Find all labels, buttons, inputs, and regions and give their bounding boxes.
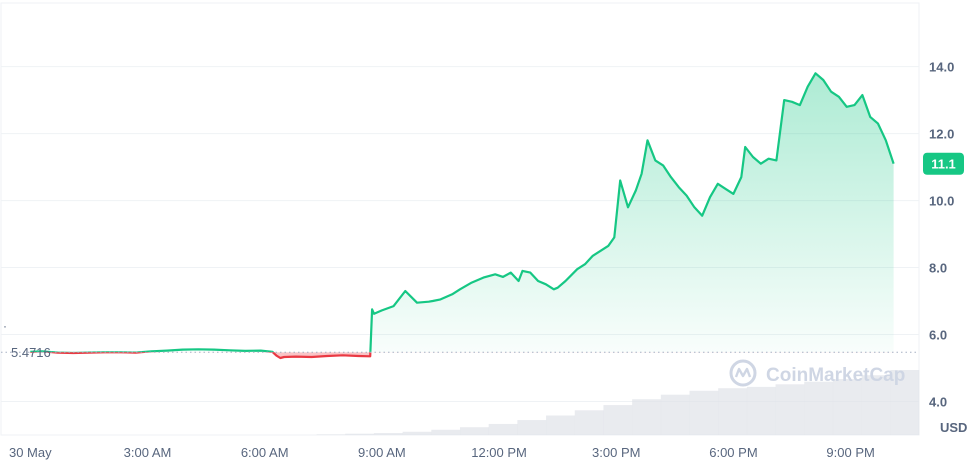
volume-bar [402,431,432,435]
y-tick-label: 6.0 [929,328,947,343]
x-tick-label: 6:00 AM [241,445,289,460]
current-price-badge-bg [923,152,964,175]
coinmarketcap-logo-icon [729,359,757,387]
y-tick-label: 14.0 [929,60,954,75]
volume-bar [574,410,604,435]
y-tick-label: 8.0 [929,261,947,276]
volume-bar [488,423,518,435]
volume-bar [431,429,461,435]
x-tick-label: 3:00 PM [592,445,640,460]
current-price-label: 11.1 [931,157,956,172]
volume-bar [890,370,920,435]
watermark: CoinMarketCap [729,359,905,387]
volume-bar [603,405,633,435]
volume-bar [689,390,719,435]
y-unit-label: USD [940,420,967,435]
volume-bar [373,433,403,435]
volume-bar [861,375,891,435]
x-tick-label: 6:00 PM [709,445,757,460]
y-tick-label: 12.0 [929,127,954,142]
volume-bar [460,427,489,435]
y-tick-label: 10.0 [929,194,954,209]
y-axis: 4.0 6.0 8.0 10.0 12.0 14.0 [929,60,954,410]
volume-bar [718,388,748,435]
volume-bar [345,433,375,435]
volume-bar [832,379,862,435]
y-tick-label: 4.0 [929,395,947,410]
current-price-badge: 11.1 [923,152,964,175]
volume-bar [775,384,805,435]
volume-bar [546,415,576,435]
x-tick-label: 3:00 AM [124,445,172,460]
volume-bar [316,434,346,435]
watermark-text: CoinMarketCap [766,365,905,386]
x-tick-label: 30 May [9,445,52,460]
price-area [30,73,894,358]
volume-bar [517,420,547,435]
series-line-up [30,72,895,353]
volume-bar [746,386,776,435]
baseline-dot: · [3,319,7,333]
x-tick-label: 9:00 AM [358,445,406,460]
x-axis: 30 May 3:00 AM 6:00 AM 9:00 AM 12:00 PM 3:00 … [9,445,875,460]
price-line [30,72,895,360]
volume-bar [632,399,662,435]
volume-bar [660,394,690,435]
x-tick-label: 9:00 PM [826,445,874,460]
volume-bar [804,381,834,435]
x-tick-label: 12:00 PM [471,445,527,460]
volume-bars [316,370,920,435]
area-above-baseline [30,73,894,353]
baseline-value-label: 5.4716 [11,345,51,360]
